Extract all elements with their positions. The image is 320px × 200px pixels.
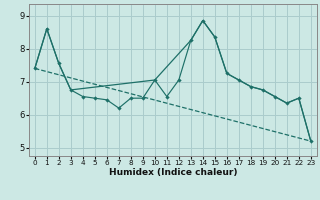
- X-axis label: Humidex (Indice chaleur): Humidex (Indice chaleur): [108, 168, 237, 177]
